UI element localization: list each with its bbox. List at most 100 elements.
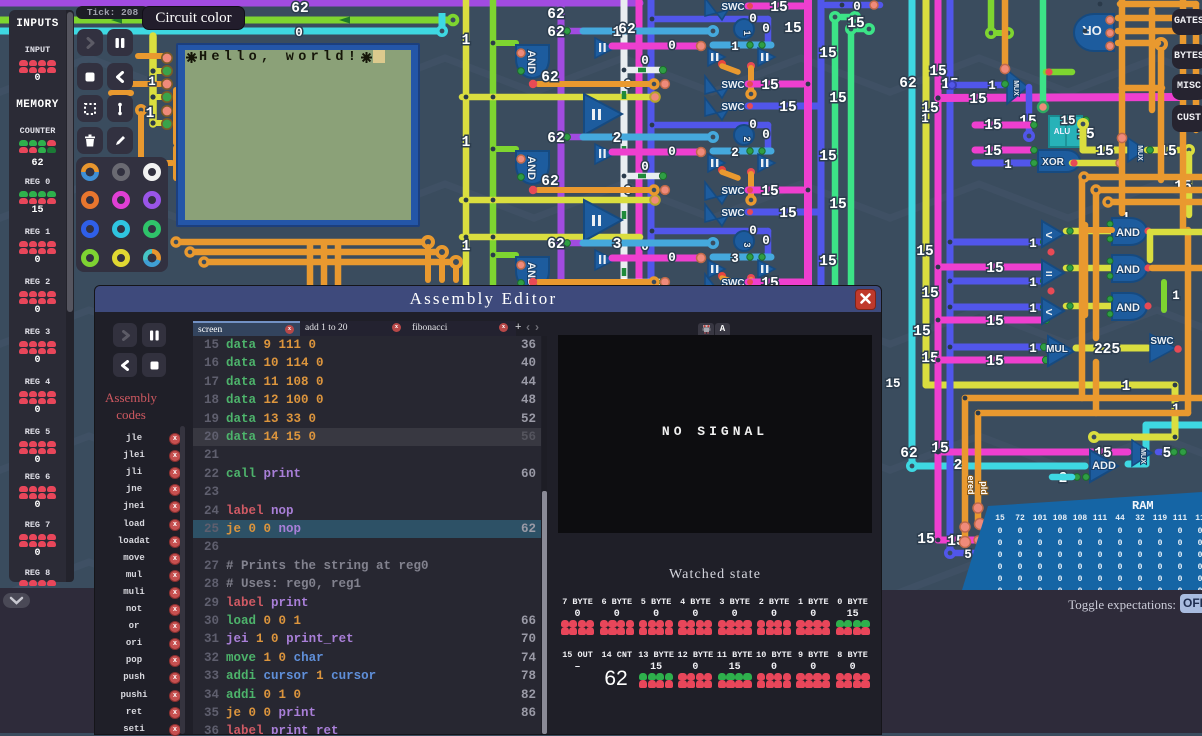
svg-text:15: 15 (885, 377, 900, 391)
svg-text:15: 15 (829, 91, 846, 107)
svg-text:MUX: MUX (1136, 145, 1143, 161)
svg-text:AND: AND (1116, 264, 1140, 276)
svg-text:SWC: SWC (721, 102, 744, 113)
svg-text:15: 15 (929, 64, 946, 80)
svg-text:2: 2 (742, 136, 752, 141)
svg-text:AND: AND (1116, 227, 1140, 239)
svg-text:ALU: ALU (1054, 127, 1071, 136)
svg-text:15: 15 (969, 92, 986, 108)
svg-text:3: 3 (613, 237, 622, 253)
svg-text:15: 15 (761, 78, 778, 94)
svg-text:<: < (1045, 305, 1052, 319)
svg-text:1: 1 (921, 112, 929, 126)
svg-text:62: 62 (547, 237, 564, 253)
svg-text:15: 15 (931, 441, 948, 457)
svg-text:1: 1 (988, 79, 996, 93)
svg-text:0: 0 (749, 118, 757, 132)
svg-text:2: 2 (954, 458, 963, 474)
svg-text:SWC: SWC (721, 2, 744, 13)
svg-text:2: 2 (731, 146, 739, 160)
svg-text:ADD: ADD (1092, 460, 1116, 472)
svg-text:0: 0 (762, 22, 770, 36)
svg-text:1: 1 (462, 135, 471, 151)
svg-text:1: 1 (1122, 379, 1131, 395)
svg-text:SWC: SWC (1150, 336, 1173, 347)
svg-text:AND: AND (525, 50, 537, 74)
svg-text:15: 15 (917, 532, 934, 548)
svg-text:SWC: SWC (721, 186, 744, 197)
svg-text:1: 1 (1172, 289, 1180, 303)
svg-text:1: 1 (1029, 237, 1037, 251)
svg-text:1: 1 (1029, 342, 1037, 356)
svg-text:15: 15 (770, 0, 787, 16)
svg-text:1: 1 (613, 25, 622, 41)
svg-text:3: 3 (742, 242, 752, 247)
svg-text:5: 5 (964, 548, 972, 562)
svg-text:15: 15 (921, 101, 938, 117)
svg-text:2: 2 (613, 131, 622, 147)
svg-text:SWC: SWC (721, 80, 744, 91)
svg-text:0: 0 (749, 224, 757, 238)
svg-text:pld: pld (979, 481, 989, 495)
svg-text:1: 1 (1172, 402, 1180, 416)
svg-text:15: 15 (819, 46, 836, 62)
svg-text:15: 15 (986, 354, 1003, 370)
svg-text:0: 0 (749, 12, 757, 26)
svg-text:15: 15 (779, 100, 796, 116)
svg-text:0: 0 (668, 251, 676, 265)
svg-text:15: 15 (819, 254, 836, 270)
svg-text:MUX: MUX (1139, 448, 1146, 464)
svg-text:5: 5 (1163, 446, 1172, 462)
svg-text:15: 15 (1096, 144, 1113, 160)
svg-text:0: 0 (762, 128, 770, 142)
svg-text:15: 15 (984, 118, 1001, 134)
svg-text:1: 1 (1029, 276, 1037, 290)
svg-text:15: 15 (921, 286, 938, 302)
svg-text:1: 1 (146, 106, 155, 122)
svg-text:62: 62 (900, 446, 917, 462)
svg-text:62: 62 (541, 174, 558, 190)
svg-text:3: 3 (731, 252, 739, 266)
svg-text:15: 15 (986, 261, 1003, 277)
svg-text:15: 15 (986, 314, 1003, 330)
svg-text:0: 0 (762, 234, 770, 248)
svg-text:ered: ered (966, 475, 976, 494)
svg-text:1: 1 (462, 239, 471, 255)
svg-text:62: 62 (541, 70, 558, 86)
svg-text:15: 15 (761, 184, 778, 200)
svg-text:15: 15 (913, 324, 930, 340)
svg-text:MUX: MUX (1012, 80, 1019, 96)
svg-text:62: 62 (547, 131, 564, 147)
svg-text:0: 0 (641, 240, 649, 254)
svg-text:15: 15 (916, 244, 933, 260)
svg-text:15: 15 (847, 16, 864, 32)
svg-text:15: 15 (921, 351, 938, 367)
svg-text:=: = (1045, 267, 1052, 281)
svg-text:15: 15 (1060, 114, 1075, 128)
svg-text:AND: AND (525, 156, 537, 180)
svg-text:15: 15 (819, 149, 836, 165)
svg-text:62: 62 (547, 7, 564, 23)
svg-text:15: 15 (829, 197, 846, 213)
svg-text:XOR: XOR (1042, 157, 1064, 168)
svg-text:225: 225 (1094, 342, 1120, 358)
svg-text:SWC: SWC (721, 208, 744, 219)
svg-text:1: 1 (1004, 158, 1012, 172)
svg-text:MUL: MUL (1046, 344, 1068, 355)
svg-text:0: 0 (853, 0, 861, 14)
svg-text:62: 62 (899, 76, 916, 92)
svg-text:0: 0 (668, 145, 676, 159)
svg-text:0: 0 (295, 26, 303, 40)
svg-text:1: 1 (731, 40, 739, 54)
svg-text:15: 15 (779, 206, 796, 222)
svg-text:<: < (1045, 228, 1052, 242)
svg-text:62: 62 (547, 25, 564, 41)
svg-text:AND: AND (1116, 302, 1140, 314)
svg-text:62: 62 (618, 22, 635, 38)
svg-text:0: 0 (641, 160, 649, 174)
svg-text:0: 0 (641, 54, 649, 68)
svg-text:1: 1 (148, 75, 156, 89)
svg-text:0: 0 (668, 39, 676, 53)
svg-text:62: 62 (291, 1, 308, 17)
svg-text:15: 15 (784, 21, 801, 37)
